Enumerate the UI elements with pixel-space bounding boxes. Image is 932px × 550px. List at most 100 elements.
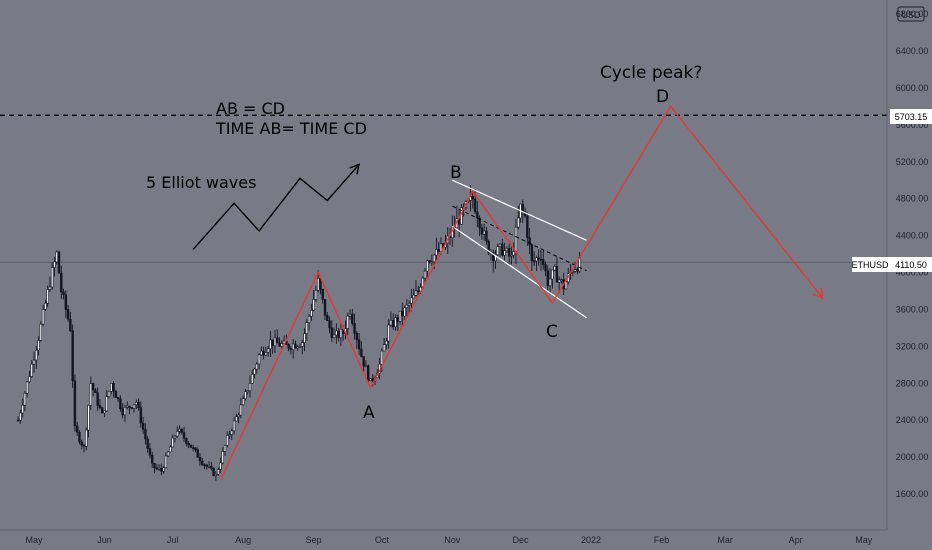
candle-body	[189, 444, 193, 448]
candle-body	[123, 407, 127, 416]
currency-badge[interactable]: USD	[897, 6, 925, 22]
candle-body	[144, 429, 147, 440]
candle-body	[146, 438, 149, 449]
candle-body	[269, 339, 272, 350]
abcd-arrow-head	[812, 287, 824, 300]
y-axis[interactable]: 1600.00 2000.00 2400.00 2800.00 3200.00 3600.…	[896, 9, 929, 499]
candle-body	[385, 340, 388, 345]
candle-body	[305, 322, 309, 334]
candle-body	[576, 269, 579, 272]
candle-body	[80, 441, 83, 446]
candle-body	[239, 404, 243, 416]
x-tick-label: Jun	[97, 535, 112, 545]
target-price-label: 5703.15	[895, 112, 928, 122]
target-price-tag: 5703.15	[890, 109, 932, 124]
candle-body	[57, 251, 61, 274]
candle-body	[246, 390, 249, 393]
candle-body	[130, 407, 133, 409]
candle-body	[112, 383, 115, 392]
candle-body	[23, 392, 27, 406]
candle-body	[98, 405, 102, 409]
candle-body	[105, 396, 108, 412]
candle-body	[535, 257, 538, 262]
candle-body	[128, 405, 131, 408]
candle-body	[75, 425, 79, 433]
candle-body	[153, 463, 156, 469]
candle-body	[212, 467, 215, 476]
candle-body	[366, 365, 370, 382]
candle-body	[364, 365, 368, 368]
candles	[16, 185, 581, 481]
candle-body	[526, 215, 529, 238]
candle-body	[187, 443, 190, 446]
candle-body	[64, 294, 68, 310]
candle-body	[328, 320, 331, 329]
candle-body	[273, 337, 277, 347]
candle-body	[196, 449, 199, 458]
candle-body	[571, 271, 575, 273]
candle-body	[294, 343, 297, 349]
candle-body	[355, 333, 359, 341]
candle-body	[198, 457, 202, 462]
candle-body	[428, 260, 431, 263]
candle-body	[107, 391, 111, 397]
candle-body	[201, 460, 204, 465]
candle-body	[241, 398, 245, 406]
candle-body	[492, 252, 495, 262]
candle-body	[335, 330, 338, 336]
candle-body	[30, 363, 33, 377]
abcd-projection-line	[219, 105, 824, 481]
candle-body	[496, 246, 499, 256]
candle-body	[278, 342, 281, 347]
x-tick-label: Jul	[167, 535, 179, 545]
candle-body	[289, 348, 293, 350]
candle-body	[539, 258, 543, 261]
x-tick-label: Sep	[306, 535, 322, 545]
candle-body	[348, 313, 352, 317]
candle-body	[314, 290, 318, 300]
cycle-peak-annotation: Cycle peak?	[600, 63, 702, 83]
candle-body	[380, 350, 384, 365]
candle-body	[291, 343, 295, 350]
candle-body	[60, 272, 63, 293]
candle-body	[103, 410, 106, 414]
candle-body	[264, 352, 268, 356]
candle-body	[28, 376, 31, 383]
y-tick-label: 6400.00	[896, 46, 929, 56]
candle-body	[482, 230, 486, 235]
x-tick-label: Dec	[513, 535, 530, 545]
candle-body	[487, 240, 490, 254]
candle-body	[494, 254, 497, 262]
candle-body	[485, 230, 488, 242]
candle-body	[230, 430, 233, 435]
candle-body	[110, 383, 113, 392]
x-tick-label: Aug	[235, 535, 251, 545]
label-a: A	[363, 403, 375, 423]
y-tick-label: 3600.00	[896, 304, 929, 314]
candle-body	[139, 407, 143, 424]
y-tick-label: 2000.00	[896, 452, 929, 462]
candle-body	[426, 260, 429, 272]
candle-body	[251, 373, 254, 384]
candle-body	[21, 404, 24, 414]
candle-body	[85, 429, 88, 447]
candle-body	[69, 318, 72, 332]
candle-body	[226, 435, 229, 446]
candle-body	[260, 350, 263, 356]
candle-body	[321, 289, 324, 300]
candle-body	[362, 356, 365, 367]
channel-upper-line	[452, 179, 587, 241]
candle-body	[223, 445, 227, 452]
candle-body	[53, 261, 56, 268]
candle-body	[114, 390, 118, 398]
candle-body	[544, 264, 547, 272]
candle-body	[510, 254, 513, 257]
candle-body	[505, 248, 509, 251]
candle-body	[32, 359, 36, 365]
candle-body	[417, 290, 420, 293]
x-axis[interactable]: May Jun Jul Aug Sep Oct Nov Dec 2022 Feb Mar Apr May	[25, 535, 872, 545]
candle-body	[323, 299, 327, 316]
candle-body	[194, 447, 197, 451]
